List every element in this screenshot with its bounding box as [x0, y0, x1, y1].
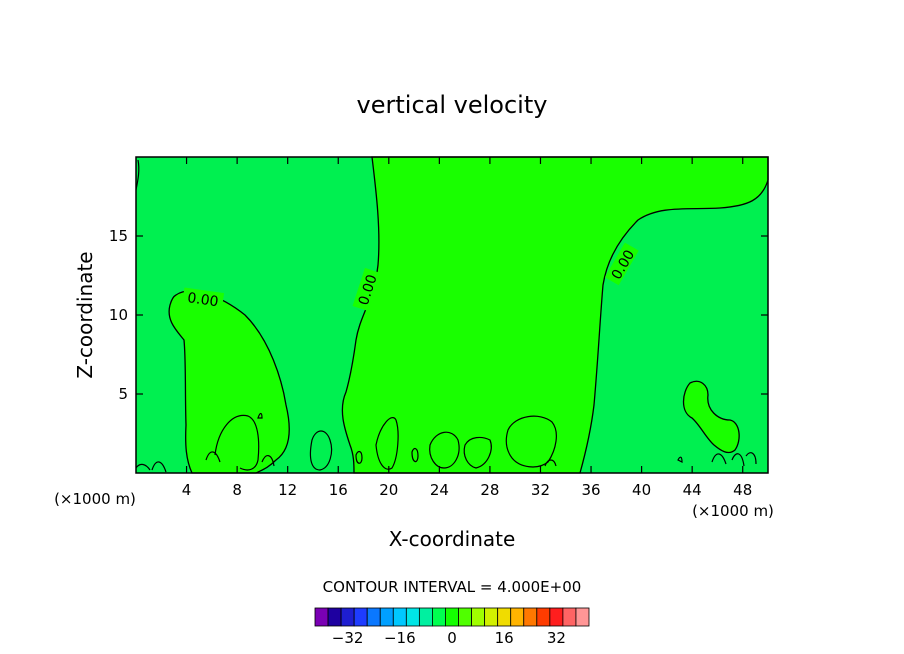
colorbar-swatch [327, 607, 342, 627]
x-tick-label: 48 [733, 481, 752, 499]
contour-interval-text: CONTOUR INTERVAL = 4.000E+00 [323, 578, 582, 596]
chart-title: vertical velocity [357, 91, 548, 119]
colorbar-swatch [379, 607, 394, 627]
x-unit-right: (×1000 m) [692, 502, 774, 520]
colorbar-swatch [471, 607, 486, 627]
colorbar: −32 −16 0 16 32 [314, 607, 590, 647]
x-tick-label: 40 [632, 481, 651, 499]
colorbar-tick-label: 16 [495, 629, 514, 647]
y-tick-label: 10 [109, 306, 128, 324]
colorbar-swatch [523, 607, 538, 627]
x-tick-label: 4 [182, 481, 192, 499]
colorbar-tick-label: 0 [447, 629, 457, 647]
colorbar-swatch [353, 607, 368, 627]
colorbar-swatch [484, 607, 499, 627]
x-tick-label: 8 [232, 481, 242, 499]
colorbar-swatch [445, 607, 459, 627]
colorbar-swatch [497, 607, 512, 627]
x-tick-label: 36 [581, 481, 600, 499]
colorbar-swatch [340, 607, 355, 627]
colorbar-tick-label: −32 [332, 629, 364, 647]
colorbar-swatch [418, 607, 433, 627]
colorbar-swatch [458, 607, 472, 627]
x-tick-label: 32 [531, 481, 550, 499]
colorbar-swatch [314, 607, 329, 627]
x-tick-label: 20 [379, 481, 398, 499]
y-tick-label: 15 [109, 227, 128, 245]
x-tick-label: 44 [683, 481, 702, 499]
y-tick-label: 5 [118, 385, 128, 403]
y-axis-ticks: 5 10 15 [109, 227, 768, 403]
plot-area [135, 156, 769, 474]
x-tick-label: 12 [278, 481, 297, 499]
x-tick-label: 16 [329, 481, 348, 499]
x-tick-label: 28 [480, 481, 499, 499]
colorbar-swatch [549, 607, 564, 627]
contour-lines [135, 159, 757, 473]
x-unit-left: (×1000 m) [54, 490, 136, 508]
colorbar-swatch [432, 607, 446, 627]
contour-label-bg [182, 287, 225, 309]
colorbar-tick-label: 32 [547, 629, 566, 647]
colorbar-tick-label: −16 [384, 629, 416, 647]
colorbar-swatch [575, 607, 590, 627]
positive-region-right [682, 380, 740, 454]
colorbar-swatch [405, 607, 420, 627]
y-axis-label: Z-coordinate [73, 251, 97, 378]
contour-label: 0.00 [186, 290, 219, 310]
colorbar-swatch [536, 607, 551, 627]
contour-label-bg [604, 242, 639, 286]
x-axis-label: X-coordinate [389, 527, 516, 551]
colorbar-swatch [562, 607, 577, 627]
x-axis-ticks: 4 8 12 16 20 24 28 32 36 40 44 48 [182, 157, 752, 499]
colorbar-swatch [366, 607, 381, 627]
x-tick-label: 24 [430, 481, 449, 499]
colorbar-swatch [510, 607, 525, 627]
colorbar-swatch [392, 607, 407, 627]
contour-label-bg [352, 267, 381, 311]
